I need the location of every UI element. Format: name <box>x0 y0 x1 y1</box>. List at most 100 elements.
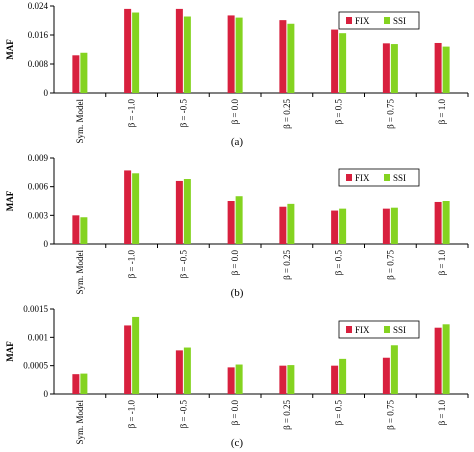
bar-fix <box>227 15 235 93</box>
x-tick-label: β = -0.5 <box>178 400 188 429</box>
x-tick-label: β = 1.0 <box>437 400 447 426</box>
x-tick-label: β = -1.0 <box>127 250 137 279</box>
bar-ssi <box>80 52 88 93</box>
x-tick-label: β = -1.0 <box>127 400 137 429</box>
chart-panel-1: 0 0.008 0.016 0.024 MAF Sym. Model β = -1.0 β =… <box>5 1 469 148</box>
legend-frame <box>338 168 420 187</box>
x-tick-label: β = -0.5 <box>178 250 188 279</box>
y-tick-label: 0.016 <box>28 30 49 40</box>
y-tick-label: 0.009 <box>28 153 49 163</box>
x-tick-label: Sym. Model <box>75 250 85 295</box>
bar-fix <box>279 20 287 94</box>
x-tick-label: β = 0.75 <box>385 400 395 430</box>
bar-ssi <box>183 179 191 244</box>
bar-fix <box>72 215 80 244</box>
x-tick-label: β = 0.75 <box>385 250 395 280</box>
legend-label-fix: FIX <box>355 16 370 26</box>
bar-fix <box>331 29 339 93</box>
legend-label-fix: FIX <box>355 325 370 335</box>
bar-ssi <box>183 347 191 394</box>
panel-caption: (b) <box>231 287 244 299</box>
legend-frame <box>338 320 420 339</box>
legend-label-ssi: SSI <box>393 173 406 183</box>
bar-fix <box>331 365 339 394</box>
bar-fix <box>434 201 442 244</box>
x-tick-label: β = 0.25 <box>282 400 292 430</box>
bar-fix <box>279 365 287 394</box>
bar-ssi <box>442 201 450 244</box>
bar-ssi <box>287 203 295 244</box>
y-axis-title: MAF <box>5 39 15 60</box>
bar-ssi <box>390 44 398 93</box>
bar-ssi <box>390 345 398 394</box>
bar-ssi <box>132 173 140 244</box>
x-tick-label: β = 0.5 <box>334 400 344 426</box>
x-tick-label: β = 0.0 <box>230 400 240 426</box>
bar-fix <box>124 8 132 93</box>
bar-fix <box>124 325 132 394</box>
chart-panel-2: 0 0.003 0.006 0.009 MAF Sym. Model β = -1.0 β =… <box>5 153 469 299</box>
legend: FIX SSI <box>338 11 420 30</box>
y-tick-label: 0.003 <box>28 210 49 220</box>
bar-fix <box>175 180 183 244</box>
bar-fix <box>279 206 287 244</box>
chart-panel-3: 0 0.0005 0.001 0.0015 MAF Sym. Model β = -1.0 β… <box>5 304 469 449</box>
legend-swatch-fix <box>346 17 352 24</box>
x-tick-label: Sym. Model <box>75 400 85 445</box>
bar-ssi <box>235 364 243 394</box>
legend-swatch-ssi <box>384 174 390 181</box>
bar-fix <box>434 42 442 93</box>
x-tick-label: β = -0.5 <box>178 99 188 128</box>
y-tick-label: 0.0005 <box>23 361 48 371</box>
legend-swatch-fix <box>346 174 352 181</box>
bar-ssi <box>339 358 347 394</box>
bar-fix <box>331 210 339 244</box>
legend-swatch-ssi <box>384 326 390 333</box>
panel-caption: (a) <box>231 136 244 148</box>
legend-label-ssi: SSI <box>393 325 406 335</box>
x-tick-label: β = 0.0 <box>230 250 240 276</box>
y-tick-label: 0.008 <box>28 59 49 69</box>
legend-swatch-ssi <box>384 17 390 24</box>
y-axis-title: MAF <box>5 341 15 362</box>
legend-label-fix: FIX <box>355 173 370 183</box>
bar-fix <box>227 201 235 244</box>
x-tick-label: β = -1.0 <box>127 99 137 128</box>
bar-fix <box>175 8 183 93</box>
bar-ssi <box>339 33 347 93</box>
bar-ssi <box>235 196 243 244</box>
x-tick-label: β = 0.5 <box>334 99 344 125</box>
x-tick-label: Sym. Model <box>75 99 85 144</box>
x-tick-label: β = 1.0 <box>437 250 447 276</box>
bar-ssi <box>287 23 295 94</box>
y-axis-title: MAF <box>5 190 15 211</box>
legend: FIX SSI <box>338 168 420 187</box>
legend-label-ssi: SSI <box>393 16 406 26</box>
bar-ssi <box>442 46 450 93</box>
bar-fix <box>434 327 442 394</box>
bar-fix <box>72 374 80 394</box>
bar-ssi <box>80 373 88 394</box>
legend-swatch-fix <box>346 326 352 333</box>
bar-ssi <box>442 324 450 394</box>
panel-caption: (c) <box>231 437 244 449</box>
bar-ssi <box>339 208 347 244</box>
x-tick-label: β = 0.75 <box>385 99 395 129</box>
x-tick-label: β = 0.25 <box>282 250 292 280</box>
bar-ssi <box>183 16 191 94</box>
y-tick-label: 0.024 <box>28 1 49 11</box>
y-tick-label: 0 <box>44 88 49 98</box>
bar-ssi <box>132 12 140 93</box>
bar-fix <box>175 350 183 394</box>
bar-ssi <box>390 207 398 244</box>
x-tick-label: β = 0.5 <box>334 250 344 276</box>
y-tick-label: 0 <box>44 239 49 249</box>
y-tick-label: 0.001 <box>28 332 48 342</box>
x-tick-label: β = 1.0 <box>437 99 447 125</box>
bar-fix <box>124 170 132 244</box>
bar-fix <box>382 43 390 93</box>
legend: FIX SSI <box>338 320 420 339</box>
bar-ssi <box>235 17 243 94</box>
y-tick-label: 0.0015 <box>23 304 48 314</box>
